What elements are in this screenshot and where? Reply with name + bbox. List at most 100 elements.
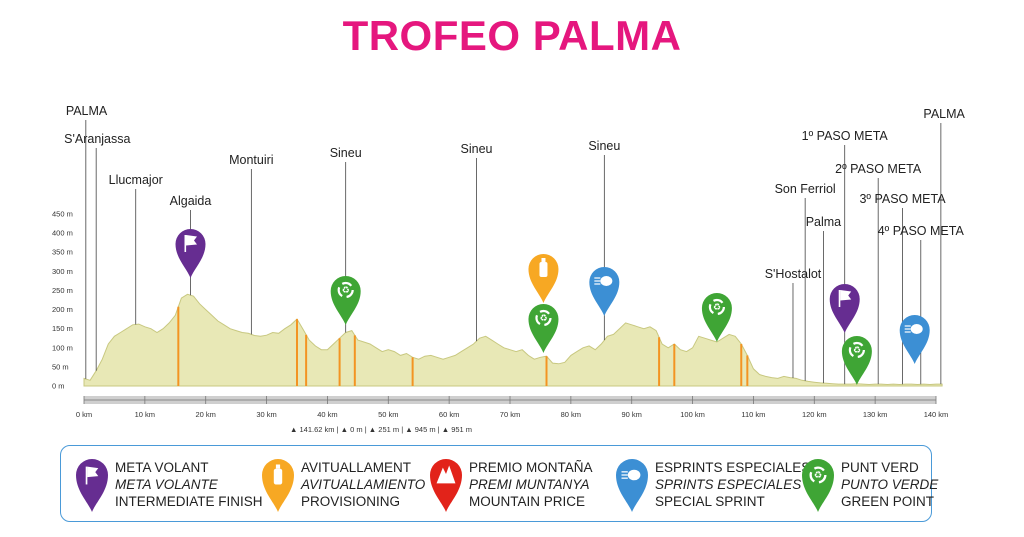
- x-tick-label: 40 km: [317, 410, 337, 419]
- sprint-icon: [616, 459, 648, 512]
- legend-punt-verd-line3: GREEN POINT: [841, 494, 935, 509]
- recycle-pin: ♻: [330, 276, 361, 325]
- sprint-pin: [589, 267, 620, 316]
- flag-icon: [85, 466, 88, 485]
- flag-icon: [184, 235, 187, 252]
- recycle-icon: [337, 281, 354, 299]
- town-label: Algaida: [170, 194, 212, 208]
- y-tick-label: 300 m: [52, 267, 73, 276]
- recycle-icon: ♻: [814, 470, 822, 481]
- legend-punt-verd-line1: PUNT VERD: [841, 460, 919, 475]
- legend: META VOLANT META VOLANTE INTERMEDIATE FINI…: [60, 445, 938, 522]
- y-tick-label: 400 m: [52, 229, 73, 238]
- flag-icon: [840, 290, 852, 301]
- x-tick-label: 70 km: [500, 410, 520, 419]
- profile-area: [83, 293, 943, 387]
- bottle-icon: [273, 468, 283, 485]
- pin-shape: [175, 229, 206, 278]
- page-title: TROFEO PALMA: [342, 12, 682, 59]
- y-tick-label: 350 m: [52, 248, 73, 257]
- bottle-pin: [528, 254, 559, 303]
- town-label: Sineu: [588, 139, 620, 153]
- x-tick-label: 80 km: [561, 410, 581, 419]
- x-tick-label: 120 km: [802, 410, 827, 419]
- recycle-icon: [848, 341, 865, 359]
- flag-icon: [838, 290, 841, 307]
- town-label: 2º PASO META: [835, 162, 922, 176]
- town-label: Sineu: [461, 142, 493, 156]
- x-tick-label: 100 km: [680, 410, 705, 419]
- flag-icon: [76, 459, 108, 512]
- flag-pin: [829, 284, 860, 333]
- town-label: Palma: [806, 215, 841, 229]
- flag-icon: [87, 466, 99, 478]
- y-tick-label: 250 m: [52, 286, 73, 295]
- bottle-icon: [541, 258, 546, 262]
- y-tick-label: 100 m: [52, 343, 73, 352]
- town-label: Montuiri: [229, 153, 273, 167]
- pin-shape: [589, 267, 620, 316]
- recycle-pin: ♻: [528, 304, 559, 353]
- x-tick-label: 0 km: [76, 410, 92, 419]
- sprint-icon: [627, 469, 641, 481]
- bottle-icon: [275, 464, 281, 469]
- legend-meta-volant-line3: INTERMEDIATE FINISH: [115, 494, 263, 509]
- legend-meta-volant-line1: META VOLANT: [115, 460, 209, 475]
- legend-punt-verd-line2: PUNTO VERDE: [841, 477, 939, 492]
- x-tick-label: 130 km: [863, 410, 888, 419]
- route-stats: ▲ 141.62 km | ▲ 0 m | ▲ 251 m | ▲ 945 m …: [290, 425, 472, 434]
- recycle-icon: ♻: [342, 286, 350, 296]
- legend-esprints-especiales-line1: ESPRINTS ESPECIALES: [655, 460, 811, 475]
- legend-avituallament-line3: PROVISIONING: [301, 494, 401, 509]
- x-tick-label: 30 km: [256, 410, 276, 419]
- recycle-icon: [708, 298, 726, 316]
- y-tick-label: 0 m: [52, 382, 65, 391]
- flag-icon: [186, 235, 197, 246]
- recycle-icon: [535, 309, 552, 327]
- pin-shape: [829, 284, 860, 333]
- x-tick-label: 90 km: [621, 410, 641, 419]
- legend-premio-montana-line1: PREMIO MONTAÑA: [469, 460, 593, 475]
- legend-esprints-especiales-line3: SPECIAL SPRINT: [655, 494, 765, 509]
- town-label: 1º PASO META: [802, 129, 889, 143]
- y-tick-label: 50 m: [52, 362, 69, 371]
- y-tick-label: 200 m: [52, 305, 73, 314]
- y-tick-label: 150 m: [52, 324, 73, 333]
- x-tick-label: 110 km: [741, 410, 765, 419]
- recycle-icon: [809, 466, 827, 484]
- pin-shape: [899, 315, 930, 364]
- sprint-icon: [600, 276, 613, 286]
- town-label: S'Aranjassa: [64, 132, 130, 146]
- sprint-pin: [899, 315, 930, 364]
- town-label: Sineu: [330, 146, 362, 160]
- town-label: Llucmajor: [109, 173, 163, 187]
- legend-premio-montana-line2: PREMI MUNTANYA: [469, 477, 590, 492]
- town-label: Son Ferriol: [775, 182, 836, 196]
- bottle-icon: [539, 262, 548, 277]
- recycle-icon: ♻: [802, 459, 834, 512]
- mountain-icon: [430, 459, 462, 512]
- recycle-pin: ♻: [841, 336, 872, 385]
- recycle-icon: ♻: [713, 303, 721, 313]
- x-tick-label: 10 km: [135, 410, 155, 419]
- town-label: S'Hostalot: [765, 267, 822, 281]
- town-label: PALMA: [923, 107, 965, 121]
- x-tick-label: 140 km: [924, 410, 949, 419]
- legend-meta-volant-line2: META VOLANTE: [115, 477, 218, 492]
- sprint-icon: [910, 324, 923, 334]
- elevation-profile: 0 m 50 m 100 m 150 m 200 m 250 m 300 m 350 m 400…: [52, 104, 966, 434]
- legend-premio-montana-line3: MOUNTAIN PRICE: [469, 494, 586, 509]
- y-tick-label: 450 m: [52, 210, 73, 219]
- x-tick-label: 60 km: [439, 410, 459, 419]
- x-tick-label: 20 km: [195, 410, 215, 419]
- flag-pin: [175, 229, 206, 278]
- mountain-icon: [436, 465, 456, 484]
- legend-avituallament-line1: AVITUALLAMENT: [301, 460, 412, 475]
- legend-esprints-especiales-line2: SPRINTS ESPECIALES: [655, 477, 802, 492]
- recycle-pin: ♻: [701, 293, 732, 342]
- bottle-icon: [262, 459, 294, 512]
- pin-shape: [528, 254, 559, 303]
- recycle-icon: ♻: [853, 346, 861, 356]
- x-tick-label: 50 km: [378, 410, 398, 419]
- town-label: PALMA: [66, 104, 108, 118]
